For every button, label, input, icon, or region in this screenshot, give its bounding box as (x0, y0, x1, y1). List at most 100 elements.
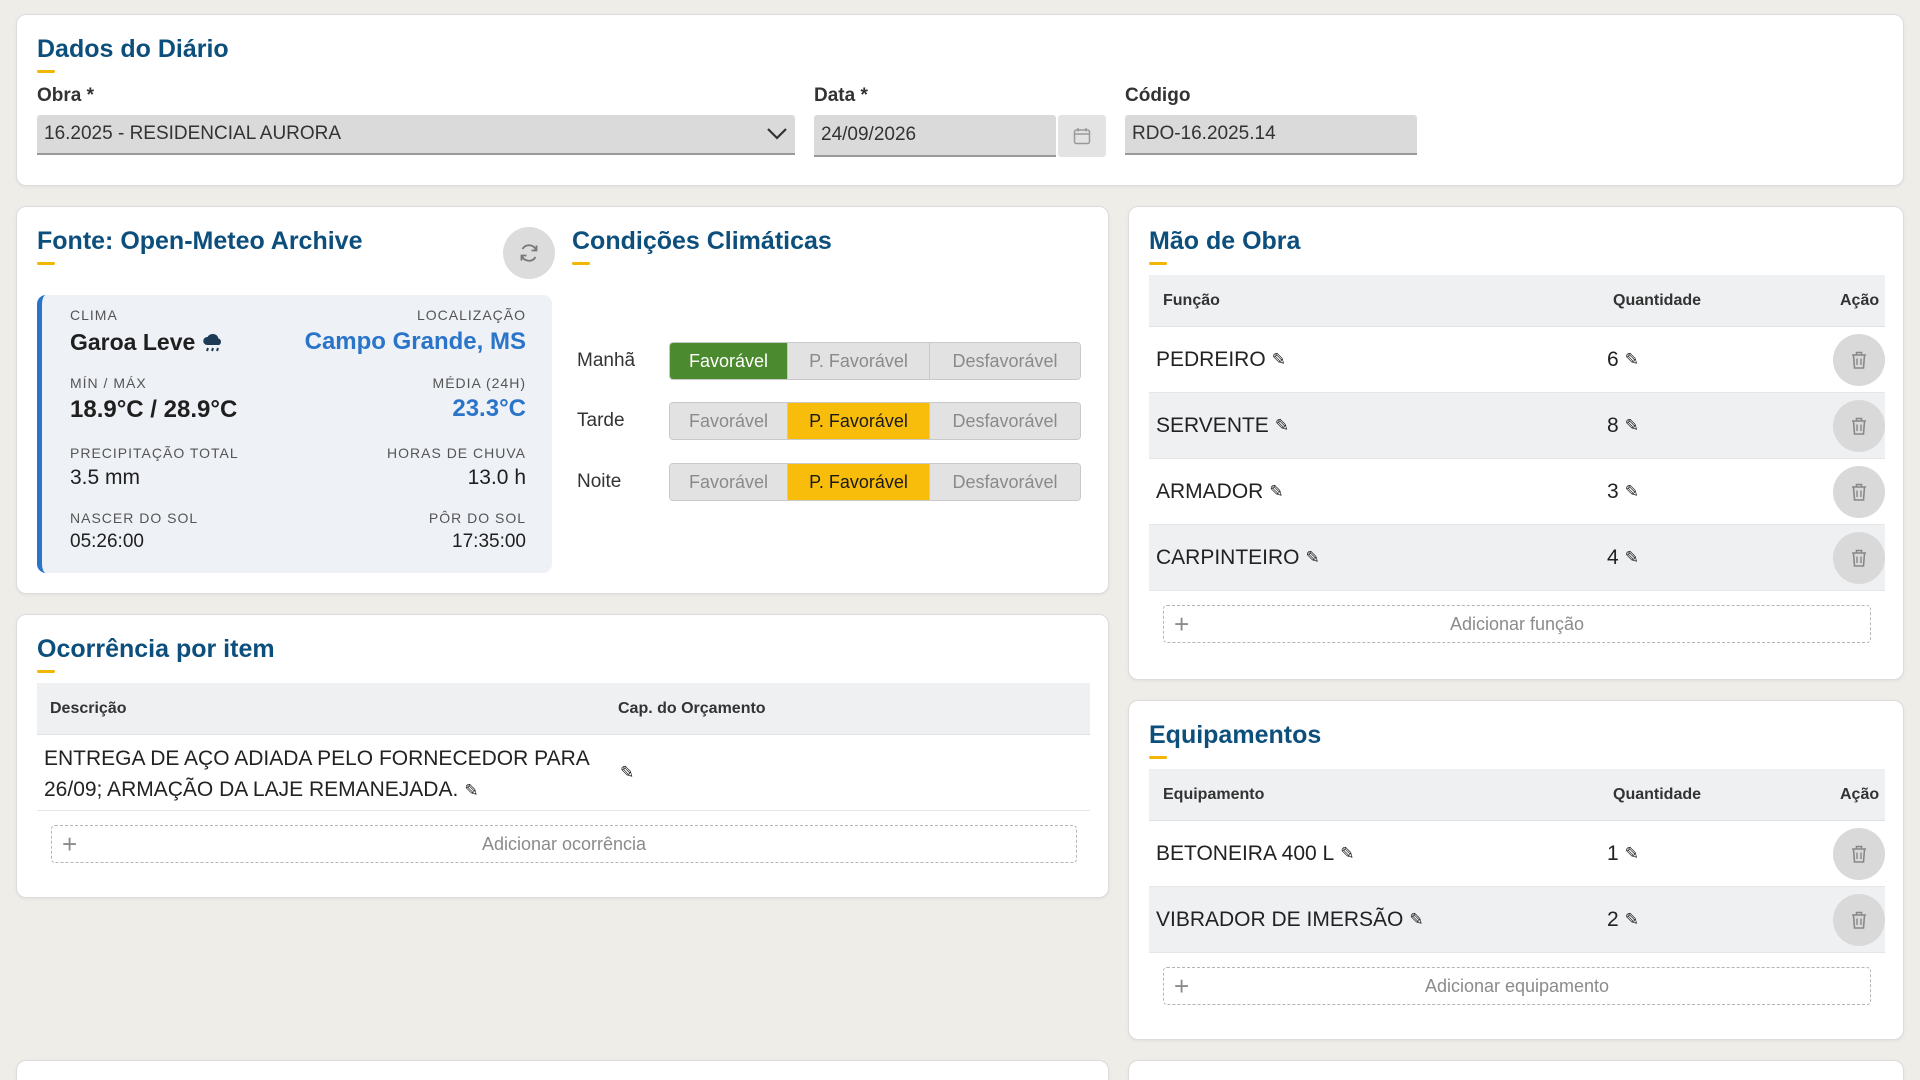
obra-label: Obra * (37, 85, 95, 106)
diario-card: Dados do Diário Obra * 16.2025 - RESIDEN… (16, 14, 1904, 186)
pencil-icon[interactable]: ✎ (1624, 481, 1639, 501)
media-label: MÉDIA (24H) (432, 375, 526, 391)
obra-select[interactable]: 16.2025 - RESIDENCIAL AURORA (37, 115, 795, 155)
delete-button[interactable] (1833, 334, 1885, 386)
pencil-icon[interactable]: ✎ (1624, 349, 1639, 369)
manha-p-favoravel-option[interactable]: P. Favorável (788, 343, 930, 379)
quantidade-cell[interactable]: 6 ✎ (1607, 327, 1639, 392)
calendar-button[interactable] (1058, 115, 1106, 157)
add-funcao-button[interactable]: + Adicionar função (1163, 605, 1871, 643)
quantidade-cell[interactable]: 4 ✎ (1607, 525, 1639, 590)
ocorrencia-descricao[interactable]: ENTREGA DE AÇO ADIADA PELO FORNECEDOR PA… (44, 743, 590, 806)
equipamento-cell[interactable]: VIBRADOR DE IMERSÃO ✎ (1156, 887, 1424, 952)
localizacao-value: Campo Grande, MS (304, 328, 526, 355)
data-label: Data * (814, 85, 868, 106)
funcao-value: SERVENTE (1156, 413, 1269, 437)
add-equipamento-button[interactable]: + Adicionar equipamento (1163, 967, 1871, 1005)
pencil-icon[interactable]: ✎ (1624, 843, 1639, 863)
condicao-row-manha: Manhã Favorável P. Favorável Desfavoráve… (577, 342, 1081, 380)
pencil-icon[interactable]: ✎ (1340, 843, 1355, 863)
tarde-favoravel-option[interactable]: Favorável (670, 403, 788, 439)
quantidade-cell[interactable]: 2 ✎ (1607, 887, 1639, 952)
data-input[interactable]: 24/09/2026 (814, 115, 1056, 157)
manha-favoravel-option[interactable]: Favorável (670, 343, 788, 379)
weather-source-title: Fonte: Open-Meteo Archive (37, 227, 363, 265)
manha-desfavoravel-option[interactable]: Desfavorável (930, 343, 1080, 379)
mao-de-obra-title: Mão de Obra (1149, 227, 1301, 265)
table-row: SERVENTE ✎ 8 ✎ (1149, 393, 1885, 459)
calendar-icon (1073, 127, 1091, 145)
data-value: 24/09/2026 (821, 124, 917, 145)
codigo-field: RDO-16.2025.14 (1125, 115, 1417, 155)
pencil-icon[interactable]: ✎ (1271, 349, 1286, 369)
delete-button[interactable] (1833, 400, 1885, 452)
trash-icon (1852, 417, 1866, 435)
funcao-cell[interactable]: CARPINTEIRO ✎ (1156, 525, 1320, 590)
delete-button[interactable] (1833, 532, 1885, 584)
pencil-icon[interactable]: ✎ (1624, 909, 1639, 929)
pencil-icon[interactable]: ✎ (1274, 415, 1290, 435)
noite-p-favoravel-option[interactable]: P. Favorável (788, 464, 930, 500)
plus-icon: + (1174, 970, 1190, 1001)
funcao-cell[interactable]: SERVENTE ✎ (1156, 393, 1289, 458)
pencil-icon[interactable]: ✎ (1624, 547, 1639, 567)
condicao-label-noite: Noite (577, 471, 622, 492)
plus-icon: + (1174, 608, 1190, 639)
codigo-value: RDO-16.2025.14 (1132, 123, 1276, 144)
quantidade-cell[interactable]: 3 ✎ (1607, 459, 1639, 524)
localizacao-label: LOCALIZAÇÃO (416, 307, 526, 323)
refresh-button[interactable] (503, 227, 555, 279)
pencil-icon[interactable]: ✎ (1624, 415, 1639, 435)
quantidade-cell[interactable]: 8 ✎ (1607, 393, 1639, 458)
quantidade-header: Quantidade (1613, 291, 1702, 309)
table-row: BETONEIRA 400 L ✎ 1 ✎ (1149, 821, 1885, 887)
quantidade-value: 4 (1607, 545, 1619, 569)
table-row: ARMADOR ✎ 3 ✎ (1149, 459, 1885, 525)
equipamentos-card: Equipamentos Equipamento Quantidade Ação… (1128, 700, 1904, 1040)
trash-icon (1852, 549, 1866, 567)
add-ocorrencia-label: Adicionar ocorrência (481, 833, 647, 854)
equipamento-header: Equipamento (1163, 785, 1265, 803)
delete-button[interactable] (1833, 466, 1885, 518)
acao-header: Ação (1840, 291, 1880, 309)
add-equipamento-label: Adicionar equipamento (1424, 975, 1610, 996)
equipamento-cell[interactable]: BETONEIRA 400 L ✎ (1156, 821, 1354, 886)
quantidade-value: 1 (1607, 841, 1619, 865)
funcao-cell[interactable]: ARMADOR ✎ (1156, 459, 1284, 524)
funcao-value: ARMADOR (1156, 479, 1264, 503)
obra-value: 16.2025 - RESIDENCIAL AURORA (44, 123, 342, 144)
funcao-cell[interactable]: PEDREIRO ✎ (1156, 327, 1286, 392)
por-label: PÔR DO SOL (428, 510, 526, 526)
quantidade-cell[interactable]: 1 ✎ (1607, 821, 1639, 886)
quantidade-value: 2 (1607, 907, 1619, 931)
add-ocorrencia-button[interactable]: + Adicionar ocorrência (51, 825, 1077, 863)
table-row: VIBRADOR DE IMERSÃO ✎ 2 ✎ (1149, 887, 1885, 953)
clima-value: Garoa Leve (70, 329, 225, 356)
tarde-desfavoravel-option[interactable]: Desfavorável (930, 403, 1080, 439)
pencil-icon[interactable]: ✎ (1269, 481, 1284, 501)
noite-favoravel-option[interactable]: Favorável (670, 464, 788, 500)
pencil-icon[interactable]: ✎ (1305, 547, 1320, 567)
delete-button[interactable] (1833, 894, 1885, 946)
trash-icon (1852, 911, 1866, 929)
funcao-header: Função (1163, 291, 1220, 309)
table-row: ENTREGA DE AÇO ADIADA PELO FORNECEDOR PA… (37, 735, 1090, 811)
ocorrencia-table-header: Descrição Cap. do Orçamento (37, 683, 1090, 735)
rain-cloud-icon (201, 331, 225, 355)
add-funcao-label: Adicionar função (1449, 613, 1585, 634)
noite-desfavoravel-option[interactable]: Desfavorável (930, 464, 1080, 500)
media-value: 23.3°C (452, 395, 526, 422)
pencil-icon[interactable]: ✎ (1409, 909, 1424, 929)
delete-button[interactable] (1833, 828, 1885, 880)
condicao-group-manha: Favorável P. Favorável Desfavorável (669, 342, 1081, 380)
pencil-icon[interactable]: ✎ (464, 781, 479, 800)
ocorrencia-cap[interactable]: ✎ (614, 735, 634, 810)
ocorrencia-line2-wrap: 26/09; ARMAÇÃO DA LAJE REMANEJADA. ✎ (44, 774, 590, 806)
mao-de-obra-card: Mão de Obra Função Quantidade Ação PEDRE… (1128, 206, 1904, 680)
equipamentos-table-header: Equipamento Quantidade Ação (1149, 769, 1885, 821)
equipamento-value: BETONEIRA 400 L (1156, 841, 1335, 865)
tarde-p-favoravel-option[interactable]: P. Favorável (788, 403, 930, 439)
pencil-icon[interactable]: ✎ (620, 762, 635, 782)
condicao-group-noite: Favorável P. Favorável Desfavorável (669, 463, 1081, 501)
condicao-row-noite: Noite Favorável P. Favorável Desfavoráve… (577, 463, 1081, 501)
